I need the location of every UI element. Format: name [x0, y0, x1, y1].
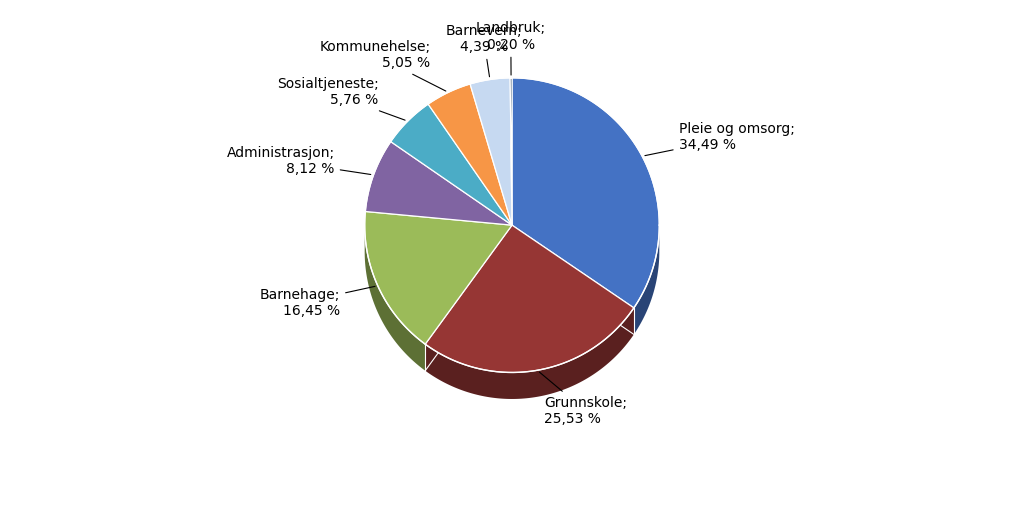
Polygon shape [365, 225, 425, 371]
Text: Barnehage;
16,45 %: Barnehage; 16,45 % [260, 287, 375, 318]
Text: Sosialtjeneste;
5,76 %: Sosialtjeneste; 5,76 % [276, 77, 406, 120]
Text: Administrasjon;
8,12 %: Administrasjon; 8,12 % [226, 146, 371, 176]
Polygon shape [425, 225, 634, 373]
Text: Landbruk;
0,20 %: Landbruk; 0,20 % [476, 21, 546, 75]
Polygon shape [512, 225, 634, 334]
Polygon shape [428, 84, 512, 225]
Polygon shape [470, 78, 512, 225]
Polygon shape [425, 225, 512, 371]
Polygon shape [425, 308, 634, 399]
Polygon shape [425, 225, 512, 371]
Text: Kommunehelse;
5,05 %: Kommunehelse; 5,05 % [319, 40, 445, 91]
Polygon shape [512, 78, 659, 308]
Text: Barnevern;
4,39 %: Barnevern; 4,39 % [445, 23, 522, 77]
Polygon shape [510, 78, 512, 225]
Polygon shape [512, 225, 634, 334]
Polygon shape [391, 104, 512, 225]
Text: Pleie og omsorg;
34,49 %: Pleie og omsorg; 34,49 % [645, 122, 795, 156]
Polygon shape [365, 212, 512, 344]
Text: Grunnskole;
25,53 %: Grunnskole; 25,53 % [540, 372, 628, 426]
Polygon shape [634, 226, 659, 334]
Polygon shape [366, 142, 512, 225]
